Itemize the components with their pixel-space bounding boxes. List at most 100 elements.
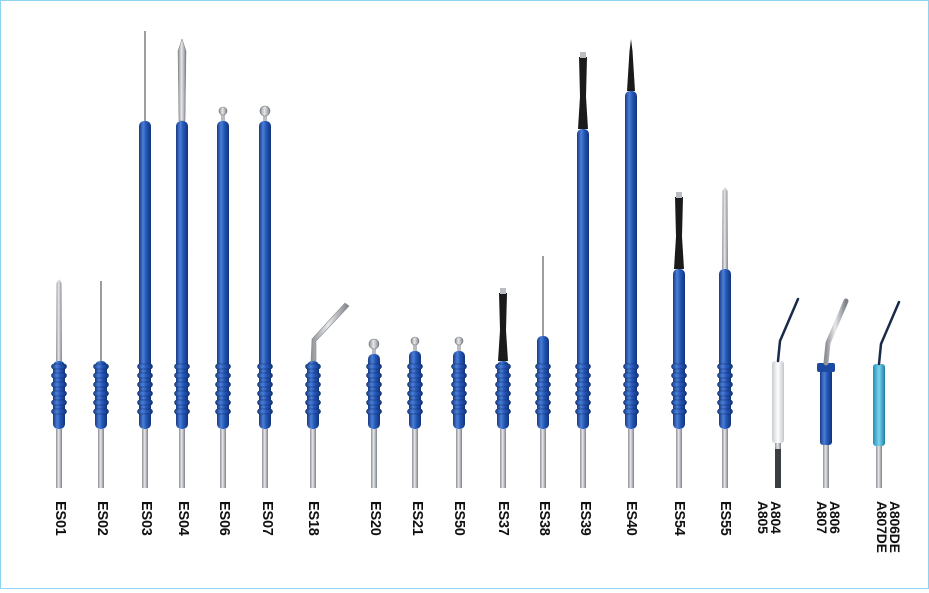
grip-ring (451, 372, 467, 379)
grip-ring (93, 399, 109, 406)
grip-ring (535, 408, 551, 415)
grip-ring (174, 390, 190, 397)
electrode-label-pair: A806DE A807DE (874, 501, 903, 581)
grip-ring (51, 390, 67, 397)
steel-shaft (876, 446, 882, 488)
collar-flange (817, 363, 835, 372)
grip-ring (93, 408, 109, 415)
grip-ring (623, 363, 639, 370)
handle-body (577, 129, 589, 429)
insulated-blade-tip (498, 293, 508, 361)
grip-ring (51, 399, 67, 406)
electrode-es06 (215, 106, 231, 488)
electrode-label: ES21 (409, 501, 425, 536)
steel-shaft (220, 429, 226, 488)
electrode-a806-a807 (817, 298, 849, 488)
grip-ring (717, 390, 733, 397)
grip-ring (495, 408, 511, 415)
grip-ring (575, 363, 591, 370)
grip-ring (305, 399, 321, 406)
insulated-needle-tip (627, 39, 635, 91)
electrode-label: ES03 (138, 501, 154, 536)
grip-ring (51, 381, 67, 388)
electrode-es03 (137, 31, 153, 488)
blade-tip (722, 187, 728, 269)
grip-ring (495, 390, 511, 397)
grip-ring (93, 390, 109, 397)
grip-ring (451, 363, 467, 370)
grip-ring (137, 372, 153, 379)
grip-ring (495, 399, 511, 406)
grip-ring (366, 390, 382, 397)
electrode-label: ES37 (495, 501, 511, 536)
electrode-es07 (257, 105, 273, 488)
steel-shaft (179, 429, 185, 488)
steel-shaft (628, 429, 634, 488)
ball-stem (413, 343, 417, 351)
electrode-label: ES07 (259, 501, 275, 536)
electrode-a804-a805 (772, 297, 800, 488)
steel-shaft (676, 429, 682, 488)
grip-ring (215, 381, 231, 388)
grip-ring (575, 399, 591, 406)
grip-ring (93, 381, 109, 388)
blade-edge (676, 192, 682, 198)
grip-ring (407, 390, 423, 397)
electrode-a806de-a807de (873, 300, 901, 488)
grip-ring (407, 363, 423, 370)
electrode-es50 (451, 336, 467, 488)
collar (772, 361, 784, 443)
electrode-es02 (93, 281, 109, 488)
grip-ring (717, 399, 733, 406)
grip-ring (575, 372, 591, 379)
grip-ring (451, 381, 467, 388)
grip-ring (215, 372, 231, 379)
grip-ring (671, 390, 687, 397)
blade-edge (500, 288, 506, 294)
grip-ring (623, 390, 639, 397)
electrode-es01 (51, 279, 67, 488)
handle-body (409, 351, 421, 429)
grip-ring (137, 399, 153, 406)
grip-ring (174, 399, 190, 406)
handle-body (259, 121, 271, 429)
grip-ring (495, 381, 511, 388)
grip-ring (671, 381, 687, 388)
grip-ring (407, 372, 423, 379)
ball-tip (218, 106, 228, 116)
angled-tip (877, 300, 901, 366)
grip-ring (623, 399, 639, 406)
electrode-label: ES40 (623, 501, 639, 536)
grip-ring (137, 363, 153, 370)
insulated-blade-tip (674, 197, 684, 269)
grip-ring (717, 372, 733, 379)
electrode-label-line: A807 (814, 501, 830, 534)
steel-shaft (262, 429, 268, 488)
grip-ring (174, 363, 190, 370)
grip-ring (137, 381, 153, 388)
electrode-es04 (174, 38, 190, 488)
electrode-label: ES01 (52, 501, 68, 536)
grip-ring (305, 381, 321, 388)
ball-tip (368, 338, 380, 350)
electrode-label-line: A807DE (874, 501, 890, 553)
grip-ring (257, 372, 273, 379)
grip-ring (671, 399, 687, 406)
steel-shaft (371, 429, 377, 488)
grip-ring (407, 408, 423, 415)
collar (873, 364, 885, 446)
grip-ring (93, 372, 109, 379)
grip-ring (535, 363, 551, 370)
electrode-es54 (671, 192, 687, 488)
ball-stem (263, 113, 267, 121)
grip-ring (366, 408, 382, 415)
steel-shaft (580, 429, 586, 488)
grip-ring (535, 372, 551, 379)
grip-ring (257, 363, 273, 370)
grip-ring (257, 399, 273, 406)
blade-tip (177, 38, 187, 122)
ball-tip (454, 336, 464, 346)
electrode-es55 (717, 187, 733, 488)
grip-ring (305, 372, 321, 379)
